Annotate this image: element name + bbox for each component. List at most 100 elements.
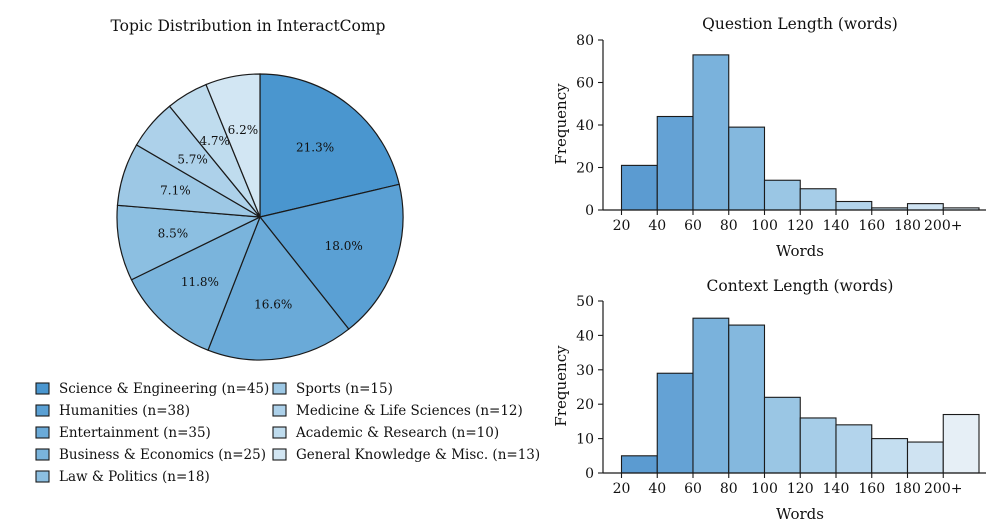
y-tick-label: 20	[576, 397, 594, 413]
pie-legend: Science & Engineering (n=45) Humanities (…	[35, 381, 540, 485]
legend-label: General Knowledge & Misc. (n=13)	[296, 447, 540, 463]
legend-swatch	[35, 448, 50, 461]
legend-item-6: Sports (n=15)	[272, 381, 393, 397]
x-tick-label: 80	[720, 481, 738, 497]
x-tick-label: 20	[613, 218, 631, 234]
pie-chart-title: Topic Distribution in InteractComp	[111, 17, 386, 35]
pie-slice-label-4: 11.8%	[181, 275, 219, 289]
pie-slice-label-6: 7.1%	[160, 183, 191, 197]
histogram-bar	[763, 179, 801, 211]
pie-chart-panel: Topic Distribution in InteractComp 21.3%…	[35, 17, 540, 485]
legend-label: Sports (n=15)	[296, 381, 393, 397]
histogram-bar	[835, 424, 873, 474]
x-tick-label: 180	[894, 218, 921, 234]
question-length-axes: 0 20 40 60 80 20 40 60 80 100 120 140 160 180 200+	[576, 33, 986, 234]
histogram-bar	[906, 203, 944, 211]
legend-label: Medicine & Life Sciences (n=12)	[296, 403, 523, 419]
pie-slices	[116, 73, 404, 361]
legend-swatch	[35, 426, 50, 439]
question-length-histogram: Question Length (words) 0 20 40 60 80 20 40 60 8…	[552, 15, 986, 260]
y-tick-label: 50	[576, 294, 594, 310]
legend-label: Law & Politics (n=18)	[59, 469, 210, 485]
x-tick-label: 40	[648, 481, 666, 497]
histogram-bar	[799, 188, 837, 211]
question-length-title: Question Length (words)	[702, 15, 898, 33]
legend-item-3: Entertainment (n=35)	[35, 425, 211, 441]
x-tick-label: 160	[858, 481, 885, 497]
legend-swatch	[272, 448, 287, 461]
legend-swatch	[35, 382, 50, 395]
histogram-bar	[871, 438, 909, 474]
pie-slice-label-7: 5.7%	[177, 152, 208, 166]
pie-slice-label-5: 8.5%	[158, 226, 189, 240]
pie-slice-4	[130, 215, 262, 351]
x-tick-label: 160	[858, 218, 885, 234]
pie-percent-labels: 21.3% 18.0% 16.6% 11.8% 8.5% 7.1% 5.7% 4.7%6.2%	[158, 123, 363, 312]
legend-label: Science & Engineering (n=45)	[59, 381, 269, 397]
legend-item-9: General Knowledge & Misc. (n=13)	[272, 447, 540, 463]
x-tick-label: 100	[751, 481, 778, 497]
histogram-bar	[656, 372, 694, 474]
x-tick-label: 140	[823, 218, 850, 234]
y-tick-label: 80	[576, 33, 594, 49]
histogram-bar	[692, 317, 730, 474]
x-tick-label: 140	[823, 481, 850, 497]
y-tick-label: 0	[585, 203, 594, 219]
y-tick-label: 0	[585, 466, 594, 482]
x-tick-label: 60	[684, 481, 702, 497]
histogram-bar	[656, 115, 694, 211]
x-tick-label: 180	[894, 481, 921, 497]
legend-item-1: Science & Engineering (n=45)	[35, 381, 269, 397]
question-length-bars	[620, 54, 980, 211]
y-tick-label: 30	[576, 363, 594, 379]
histogram-bar	[942, 413, 980, 474]
legend-item-2: Humanities (n=38)	[35, 403, 190, 419]
histogram-bar	[728, 324, 766, 474]
question-length-ylabel: Frequency	[552, 83, 570, 165]
legend-item-7: Medicine & Life Sciences (n=12)	[272, 403, 523, 419]
context-length-bars	[620, 317, 980, 474]
x-tick-label: 100	[751, 218, 778, 234]
context-length-title: Context Length (words)	[707, 277, 894, 295]
legend-item-4: Business & Economics (n=25)	[35, 447, 266, 463]
legend-swatch	[35, 470, 50, 483]
y-tick-label: 40	[576, 328, 594, 344]
legend-label: Entertainment (n=35)	[59, 425, 211, 441]
x-tick-label: 120	[787, 218, 814, 234]
legend-swatch	[272, 426, 287, 439]
y-tick-label: 60	[576, 76, 594, 92]
pie-slice-label-3: 16.6%	[254, 298, 292, 312]
legend-item-8: Academic & Research (n=10)	[272, 425, 499, 441]
legend-item-5: Law & Politics (n=18)	[35, 469, 210, 485]
histogram-bar	[620, 164, 658, 211]
legend-label: Business & Economics (n=25)	[59, 447, 266, 463]
histogram-bar	[835, 200, 873, 211]
histogram-bar	[799, 417, 837, 474]
context-length-axes: 0 10 20 30 40 50 20 40 60 80 100 120 140 160 180 200+	[576, 294, 986, 497]
pie-slice-label-8: 4.7%	[199, 134, 230, 148]
histogram-bar	[763, 396, 801, 474]
y-tick-label: 20	[576, 161, 594, 177]
y-tick-label: 40	[576, 118, 594, 134]
x-tick-label: 20	[613, 481, 631, 497]
pie-slice-label-2: 18.0%	[325, 239, 363, 253]
pie-slice-9	[205, 73, 261, 218]
x-tick-label: 60	[684, 218, 702, 234]
x-tick-label: 120	[787, 481, 814, 497]
pie-slice-label-1: 21.3%	[296, 141, 334, 155]
legend-swatch	[272, 404, 287, 417]
pie-slice-3	[207, 215, 350, 361]
histogram-bar	[620, 455, 658, 474]
histogram-bar	[728, 126, 766, 211]
legend-label: Academic & Research (n=10)	[295, 425, 499, 441]
histogram-bar	[692, 54, 730, 211]
histogram-bar	[906, 441, 944, 474]
x-tick-label: 200+	[924, 481, 962, 497]
legend-swatch	[272, 382, 287, 395]
y-tick-label: 10	[576, 432, 594, 448]
pie-slice-1	[259, 73, 400, 218]
pie-slice-2	[258, 183, 404, 330]
question-length-xlabel: Words	[776, 242, 824, 260]
x-tick-label: 40	[648, 218, 666, 234]
